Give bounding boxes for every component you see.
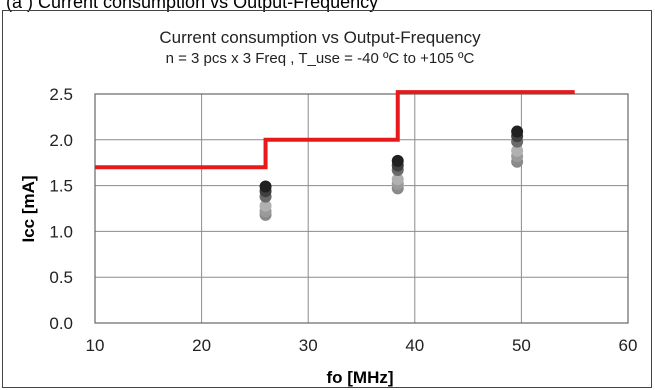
x-tick-label: 50 bbox=[512, 336, 531, 355]
limit-line bbox=[95, 90, 575, 170]
header-cutoff-text: (a ) Current consumption vs Output-Frequ… bbox=[6, 0, 379, 12]
y-tick-label: 2.0 bbox=[49, 131, 73, 150]
grid bbox=[94, 93, 629, 324]
y-tick-labels: 0.0 0.5 1.0 1.5 2.0 2.5 bbox=[49, 85, 73, 333]
x-tick-label: 30 bbox=[299, 336, 318, 355]
x-axis-label: fo [MHz] bbox=[326, 368, 393, 387]
y-tick-label: 0.5 bbox=[49, 268, 73, 287]
data-points bbox=[259, 125, 524, 221]
chart-title: Current consumption vs Output-Frequency bbox=[159, 28, 481, 47]
plot-area bbox=[94, 93, 629, 324]
data-point bbox=[259, 199, 272, 212]
y-axis-label: Icc [mA] bbox=[19, 175, 38, 242]
y-tick-label: 0.0 bbox=[49, 314, 73, 333]
x-tick-label: 10 bbox=[86, 336, 105, 355]
chart-frame bbox=[2, 10, 652, 388]
data-point bbox=[391, 154, 404, 167]
data-point bbox=[259, 180, 272, 193]
data-point bbox=[511, 144, 524, 157]
data-point bbox=[391, 173, 404, 186]
x-tick-label: 20 bbox=[192, 336, 211, 355]
x-tick-labels: 10 20 30 40 50 60 bbox=[86, 336, 638, 355]
y-tick-label: 2.5 bbox=[49, 85, 73, 104]
y-tick-label: 1.0 bbox=[49, 222, 73, 241]
data-point bbox=[511, 125, 524, 138]
x-tick-label: 60 bbox=[619, 336, 638, 355]
chart-subtitle: n = 3 pcs x 3 Freq , T_use = -40 ºC to +… bbox=[166, 50, 475, 67]
x-tick-label: 40 bbox=[405, 336, 424, 355]
y-tick-label: 1.5 bbox=[49, 177, 73, 196]
